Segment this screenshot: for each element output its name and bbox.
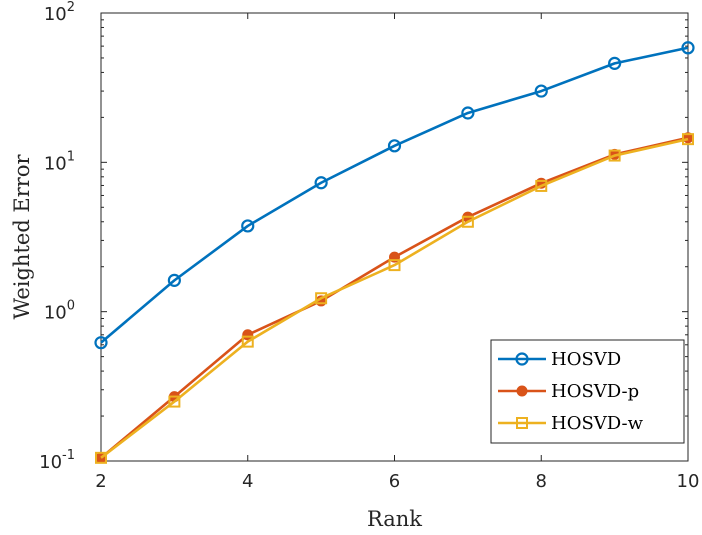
legend-label: HOSVD-p	[551, 381, 639, 402]
x-tick-label: 4	[242, 471, 253, 492]
data-point	[608, 56, 622, 70]
legend-item: HOSVD-w	[498, 413, 644, 434]
legend-item: HOSVD	[498, 349, 621, 370]
data-point	[682, 133, 694, 146]
legend-item: HOSVD-p	[498, 381, 639, 402]
x-tick-label: 2	[95, 471, 106, 492]
x-tick-label: 8	[536, 471, 547, 492]
data-point	[608, 149, 621, 162]
series-hosvd-w	[95, 133, 694, 464]
y-tick-exponent: 0	[67, 299, 75, 314]
legend: HOSVD HOSVD-p HOSVD-w	[490, 339, 685, 444]
data-point	[388, 259, 401, 272]
x-tick-label: 6	[389, 471, 400, 492]
data-point	[315, 292, 328, 305]
y-tick-exponent: -1	[62, 448, 75, 463]
data-point	[168, 395, 181, 408]
y-tick-label: 102	[44, 0, 75, 25]
data-point	[681, 41, 695, 55]
x-tick-label: 10	[677, 471, 700, 492]
legend-label: HOSVD	[551, 349, 621, 370]
data-point	[94, 336, 108, 350]
y-tick-label: 100	[44, 299, 75, 324]
data-point	[535, 179, 548, 192]
data-point	[387, 139, 402, 153]
series-line	[100, 46, 689, 344]
data-point	[534, 84, 548, 98]
data-point	[241, 335, 254, 348]
y-tick-base: 10	[39, 452, 62, 473]
data-point	[167, 273, 181, 287]
legend-marker	[516, 417, 528, 429]
legend-marker	[516, 385, 528, 397]
y-tick-base: 10	[44, 4, 67, 25]
y-axis-label: Weighted Error	[10, 154, 34, 320]
data-point	[241, 219, 255, 233]
series-line	[100, 137, 689, 459]
series-hosvd	[94, 41, 695, 350]
y-tick-label: 101	[44, 149, 75, 174]
legend-label: HOSVD-w	[551, 413, 644, 434]
data-point	[314, 176, 328, 190]
legend-marker	[515, 352, 529, 366]
y-tick-exponent: 1	[67, 149, 75, 164]
y-tick-exponent: 2	[67, 0, 75, 15]
y-tick-label: 10-1	[39, 448, 75, 473]
y-tick-base: 10	[44, 303, 67, 324]
data-point	[461, 106, 475, 120]
series-layer	[94, 41, 695, 464]
data-point	[461, 215, 474, 228]
data-point	[95, 451, 107, 464]
y-tick-base: 10	[44, 153, 67, 174]
x-axis-label: Rank	[367, 507, 422, 531]
